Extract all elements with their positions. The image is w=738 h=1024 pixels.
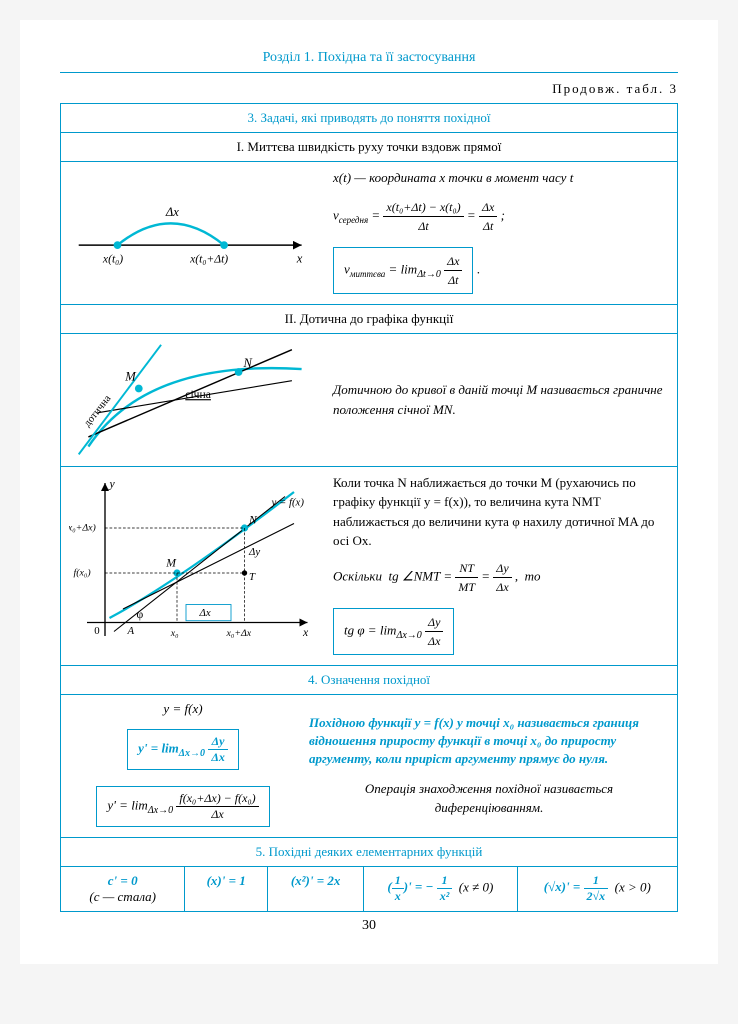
tangent-def-text: Дотичною до кривої в даній точці M назив… (333, 380, 669, 419)
yfx: y = f(x) (69, 701, 297, 717)
svg-text:N: N (242, 356, 252, 370)
svg-text:x(t₀+Δt): x(t₀+Δt) (189, 253, 228, 266)
tangent-def-row: M N січна дотична Дотичною до кривої в д… (61, 333, 678, 466)
deriv-x: (x)' = 1 (185, 866, 268, 911)
svg-text:M: M (165, 556, 177, 569)
tangent-diagram: M N січна дотична (69, 340, 321, 460)
main-table: 3. Задачі, які приводять до поняття похі… (60, 103, 678, 912)
svg-text:x₀: x₀ (170, 628, 179, 639)
tangent-explain: Коли точка N наближається до точки M (ру… (333, 473, 669, 551)
section5-title: 5. Похідні деяких елементарних функцій (61, 837, 678, 866)
svg-text:Δx: Δx (199, 607, 211, 619)
svg-text:y: y (109, 477, 116, 490)
svg-text:x₀+Δx: x₀+Δx (226, 628, 252, 639)
inst-velocity-box: vмиттєва = limΔt→0 ΔxΔt . (333, 243, 669, 298)
textbook-page: Розділ 1. Похідна та її застосування Про… (20, 20, 718, 964)
svg-text:φ: φ (137, 608, 144, 621)
tangent-limit-row: y x 0 A M N T φ f(x₀) f(x₀+Δx) x₀ x₀+Δx … (61, 466, 678, 665)
svg-text:f(x₀): f(x₀) (74, 567, 91, 578)
svg-text:січна: січна (185, 388, 211, 401)
derivative-def-row: y = f(x) y' = limΔx→0 ΔyΔx y' = limΔx→0 … (61, 694, 678, 837)
tangent-graph: y x 0 A M N T φ f(x₀) f(x₀+Δx) x₀ x₀+Δx … (69, 474, 321, 658)
velocity-formulas: x(t) — координата x точки в момент часу … (333, 168, 669, 298)
derivative-definition: Похідною функції y = f(x) у точці x₀ наз… (309, 714, 669, 769)
deriv-const: c' = 0 (c — стала) (61, 866, 185, 911)
section3-sub1: I. Миттєва швидкість руху точки вздовж п… (61, 133, 678, 162)
deriv-sqrtx: (√x)' = 12√x (x > 0) (517, 866, 677, 911)
tangent-limit-text: Коли точка N наближається до точки M (ру… (333, 473, 669, 659)
tan-limit-box: tg φ = limΔx→0 ΔyΔx (333, 604, 669, 659)
svg-text:0: 0 (94, 625, 99, 637)
diff-operation: Операція знаходження похідної називаєтьс… (309, 779, 669, 818)
deriv-1x: (1x)' = − 1x² (x ≠ 0) (364, 866, 517, 911)
page-number: 30 (60, 918, 678, 934)
svg-text:M: M (124, 369, 137, 383)
svg-text:A: A (127, 625, 135, 637)
coord-def: x(t) — координата x точки в момент часу … (333, 168, 669, 188)
section3-sub2: II. Дотична до графіка функції (61, 304, 678, 333)
svg-text:x: x (296, 252, 303, 266)
derivative-formulas: y = f(x) y' = limΔx→0 ΔyΔx y' = limΔx→0 … (69, 701, 297, 831)
svg-text:Δx: Δx (165, 205, 179, 219)
svg-text:x(t₀): x(t₀) (102, 253, 123, 266)
chapter-header: Розділ 1. Похідна та її застосування (60, 50, 678, 73)
tan-ratio: Оскільки tg ∠NMT = NTMT = ΔyΔx , то (333, 559, 669, 596)
section3-title: 3. Задачі, які приводять до поняття похі… (61, 104, 678, 133)
svg-text:y = f(x): y = f(x) (271, 496, 305, 508)
svg-text:x: x (302, 626, 309, 639)
yprime-short: y' = limΔx→0 ΔyΔx (69, 725, 297, 774)
velocity-diagram: Δx x(t₀) x(t₀+Δt) x (69, 187, 321, 278)
svg-text:f(x₀+Δx): f(x₀+Δx) (69, 522, 96, 533)
avg-velocity: vсередня = x(t₀+Δt) − x(t₀)Δt = ΔxΔt ; (333, 198, 669, 235)
section4-title: 4. Означення похідної (61, 665, 678, 694)
svg-text:N: N (248, 513, 258, 526)
derivative-def-text: Похідною функції y = f(x) у точці x₀ наз… (309, 714, 669, 818)
yprime-long: y' = limΔx→0 f(x₀+Δx) − f(x₀)Δx (69, 782, 297, 831)
velocity-row: Δx x(t₀) x(t₀+Δt) x x(t) — координата x … (61, 162, 678, 305)
derivatives-row: c' = 0 (c — стала) (x)' = 1 (x²)' = 2x (… (61, 866, 678, 911)
svg-text:Δy: Δy (248, 546, 260, 558)
deriv-x2: (x²)' = 2x (267, 866, 363, 911)
continuation-label: Продовж. табл. 3 (60, 81, 678, 97)
svg-text:T: T (249, 571, 256, 583)
